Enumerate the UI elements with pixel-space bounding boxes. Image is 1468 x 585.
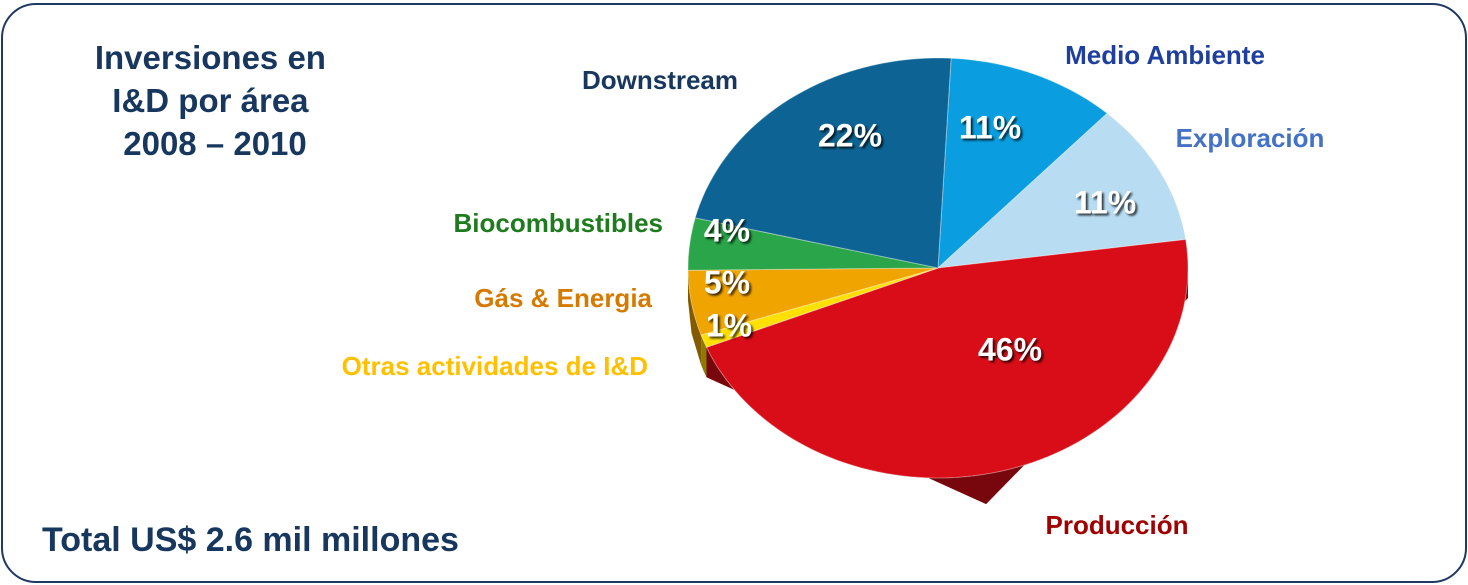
title-line: Inversiones en (95, 39, 326, 76)
category-label: Gás & Energia (474, 283, 652, 313)
category-label: Producción (1045, 510, 1188, 540)
value-label: 4% (704, 212, 750, 248)
category-label: Downstream (582, 65, 738, 95)
title-line: 2008 – 2010 (123, 125, 307, 162)
value-label: 11% (959, 109, 1021, 145)
value-label: 5% (704, 264, 750, 300)
slice (694, 57, 952, 269)
title-line: I&D por área (112, 82, 309, 119)
category-label: Biocombustibles (454, 208, 663, 238)
value-label: 11% (1074, 184, 1136, 220)
slice (936, 112, 1187, 269)
slice (705, 238, 1189, 479)
annotation: Total US$ 2.6 mil millones (42, 521, 459, 559)
slice-side (701, 335, 707, 378)
slice-side (688, 270, 702, 365)
category-label: Exploración (1176, 123, 1325, 153)
value-label: 46% (978, 331, 1042, 367)
slice (937, 57, 1108, 270)
value-label: 22% (818, 117, 882, 153)
category-label: Otras actividades de I&D (342, 351, 648, 381)
value-label: 1% (706, 307, 752, 343)
category-label: Medio Ambiente (1065, 40, 1265, 70)
slice (687, 267, 939, 336)
chart-title: Inversiones en I&D por área 2008 – 2010 (95, 39, 335, 162)
slice (687, 217, 939, 271)
